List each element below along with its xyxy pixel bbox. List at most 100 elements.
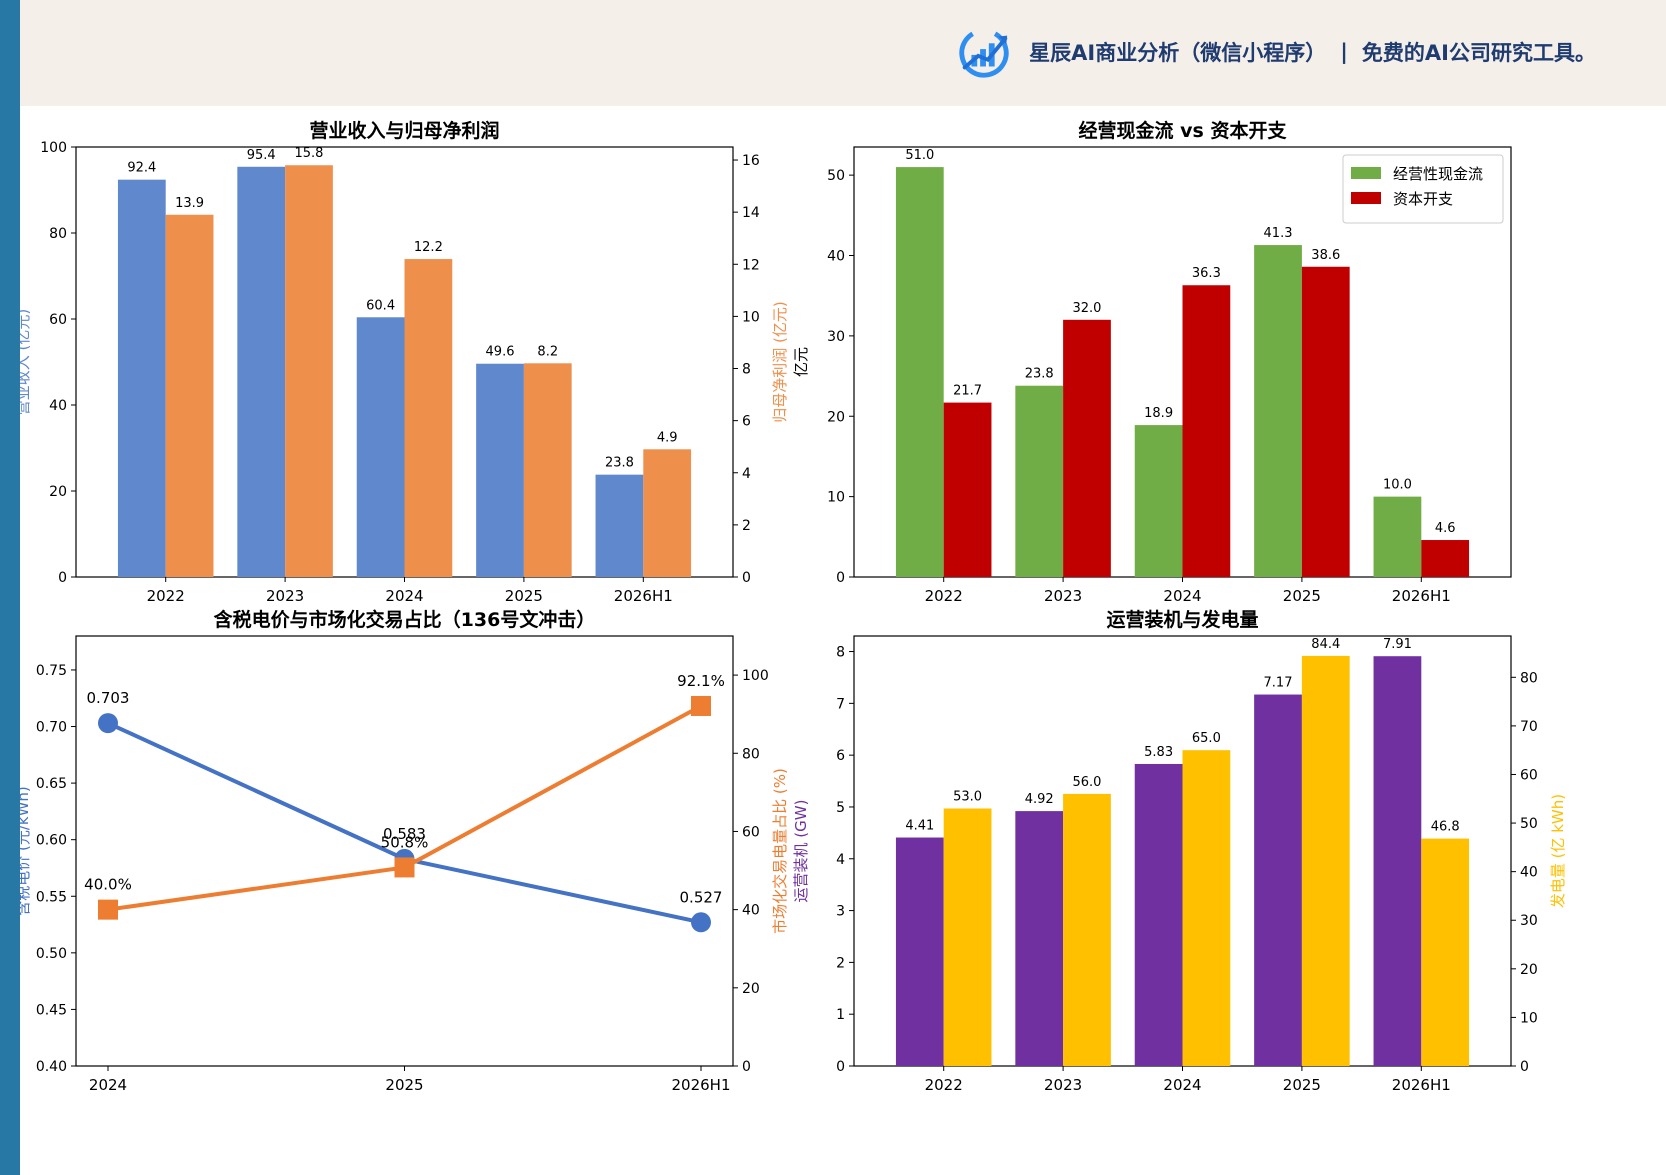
data-label: 0.583 <box>383 825 426 843</box>
y-tick-label: 60 <box>49 312 67 328</box>
y-tick-label: 0.55 <box>36 889 67 905</box>
y-tick-label: 2 <box>836 955 845 971</box>
y-tick-label: 0.50 <box>36 946 67 962</box>
bar <box>643 449 692 577</box>
bar <box>1254 245 1302 577</box>
x-tick-label: 2025 <box>1283 587 1321 605</box>
y-tick-label: 40 <box>49 398 67 414</box>
x-tick-label: 2024 <box>89 1076 127 1094</box>
charts-area: 营业收入与归母净利润0204060801000246810121416营业收入 … <box>20 119 1567 1094</box>
data-label: 7.91 <box>1383 637 1412 652</box>
x-tick-label: 2024 <box>385 587 423 605</box>
y-right-tick-label: 14 <box>742 205 760 221</box>
y-right-tick-label: 60 <box>1520 767 1538 783</box>
chart-3: 含税电价与市场化交易占比（136号文冲击） 0.40 0.45 0.50 0.55 0.6… <box>20 608 789 1094</box>
y-tick-label: 0.70 <box>36 720 67 736</box>
y-right-tick-label: 70 <box>1520 719 1538 735</box>
bar <box>1063 319 1111 577</box>
bar <box>1421 838 1470 1066</box>
data-point <box>691 912 711 933</box>
data-label: 36.3 <box>1192 266 1221 281</box>
bar <box>1134 425 1183 577</box>
y-tick-label: 0 <box>836 1059 845 1075</box>
data-label: 13.9 <box>175 196 204 211</box>
data-label: 41.3 <box>1264 226 1293 241</box>
y-right-tick-label: 40 <box>742 903 760 919</box>
chart-title: 营业收入与归母净利润 <box>309 119 499 142</box>
chart-title: 运营装机与发电量 <box>1106 608 1258 631</box>
bar <box>404 259 453 577</box>
brand: 星辰AI商业分析（微信小程序） | 免费的AI公司研究工具。 <box>955 22 1596 82</box>
y-axis-label: 含税电价 (元/kWh) <box>20 786 32 916</box>
y-tick-label: 7 <box>836 696 845 712</box>
y-right-tick-label: 80 <box>742 746 760 762</box>
bar <box>895 167 944 578</box>
x-tick-label: 2023 <box>1044 587 1082 605</box>
x-tick-label: 2025 <box>505 587 543 605</box>
bar <box>595 474 644 577</box>
y-right-tick-label: 0 <box>742 570 751 586</box>
x-tick-label: 2026H1 <box>614 587 673 605</box>
y-tick-label: 0.65 <box>36 776 67 792</box>
x-tick-label: 2023 <box>1044 1076 1082 1094</box>
y-right-tick-label: 30 <box>1520 913 1538 929</box>
x-tick-label: 2026H1 <box>1392 1076 1451 1094</box>
data-label: 95.4 <box>247 148 276 163</box>
y-axis-label: 运营装机 (GW) <box>792 800 810 903</box>
legend-entry: 资本开支 <box>1393 190 1453 208</box>
y-tick-label: 0.60 <box>36 833 67 849</box>
y-tick-label: 6 <box>836 748 845 764</box>
chart-1: 营业收入与归母净利润 0 20 40 60 80 100 0 2 4 6 8 10 12 14 16 营业收入 … <box>20 119 789 605</box>
y-right-tick-label: 60 <box>742 824 760 840</box>
header-banner: 星辰AI商业分析（微信小程序） | 免费的AI公司研究工具。 <box>20 0 1666 106</box>
data-label: 60.4 <box>366 298 395 313</box>
bar <box>943 808 992 1066</box>
y-tick-label: 20 <box>827 409 845 425</box>
y-tick-label: 50 <box>827 168 845 184</box>
y-tick-label: 20 <box>49 484 67 500</box>
legend-swatch <box>1351 192 1381 204</box>
bar <box>1182 285 1231 577</box>
data-label: 23.8 <box>605 456 634 471</box>
bar <box>237 166 286 577</box>
y-right-tick-label: 8 <box>742 362 751 378</box>
x-tick-label: 2024 <box>1163 1076 1201 1094</box>
chart-title: 含税电价与市场化交易占比（136号文冲击） <box>214 608 596 631</box>
bar <box>523 363 572 577</box>
bar <box>1373 656 1422 1066</box>
data-label: 0.527 <box>680 888 723 906</box>
bar <box>1373 496 1422 577</box>
y-right-tick-label: 2 <box>742 518 751 534</box>
data-label: 7.17 <box>1264 676 1293 691</box>
data-point <box>98 899 118 920</box>
data-point <box>691 695 711 716</box>
y-right-axis-label: 市场化交易电量占比 (%) <box>771 768 789 934</box>
data-point <box>394 857 415 878</box>
data-label: 5.83 <box>1144 745 1173 760</box>
bar <box>476 363 524 577</box>
y-tick-label: 40 <box>827 249 845 265</box>
bar <box>1254 694 1302 1066</box>
data-label: 8.2 <box>537 344 558 359</box>
data-label: 4.6 <box>1435 521 1456 536</box>
bar <box>1182 750 1231 1066</box>
series-line <box>107 704 702 912</box>
chart-title: 经营现金流 vs 资本开支 <box>1079 119 1288 142</box>
y-axis-label: 营业收入 (亿元) <box>20 309 32 415</box>
y-right-axis-label: 发电量 (亿 kWh) <box>1549 794 1567 908</box>
bar <box>895 837 944 1066</box>
data-label: 4.41 <box>905 819 934 834</box>
y-tick-label: 8 <box>836 645 845 661</box>
brand-tagline: 免费的AI公司研究工具。 <box>1361 41 1596 65</box>
data-point <box>98 713 118 734</box>
data-label: 50.8% <box>381 833 429 851</box>
y-tick-label: 10 <box>827 490 845 506</box>
y-tick-label: 4 <box>836 852 845 868</box>
y-right-tick-label: 80 <box>1520 670 1538 686</box>
y-tick-label: 80 <box>49 226 67 242</box>
bar <box>1301 655 1350 1066</box>
data-label: 4.92 <box>1025 792 1054 807</box>
y-right-tick-label: 16 <box>742 153 760 169</box>
